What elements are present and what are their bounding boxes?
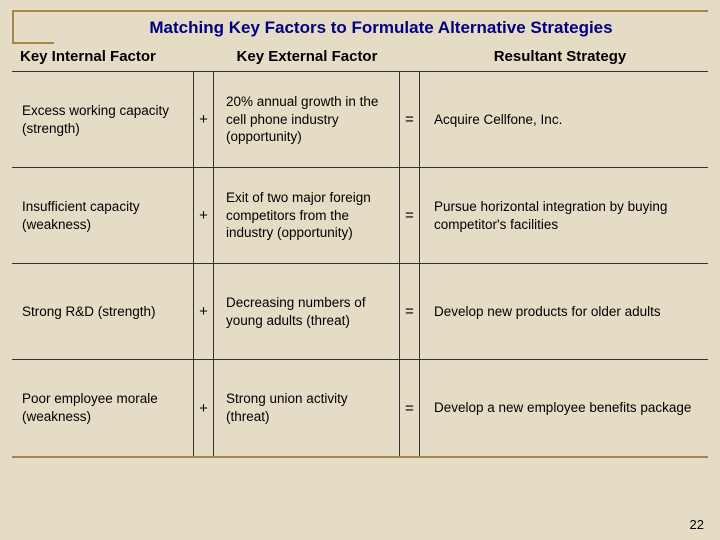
cell-strategy: Develop new products for older adults xyxy=(420,264,708,359)
plus-operator: + xyxy=(194,168,214,263)
equals-operator: = xyxy=(400,168,420,263)
slide-frame: Matching Key Factors to Formulate Altern… xyxy=(12,10,708,510)
page-number: 22 xyxy=(690,517,704,532)
table-row: Strong R&D (strength) + Decreasing numbe… xyxy=(12,264,708,360)
cell-internal: Strong R&D (strength) xyxy=(12,264,194,359)
header-strategy: Resultant Strategy xyxy=(420,48,708,65)
header-row: Key Internal Factor Key External Factor … xyxy=(12,44,708,71)
cell-internal: Poor employee morale (weakness) xyxy=(12,360,194,456)
header-external: Key External Factor xyxy=(194,48,420,65)
plus-operator: + xyxy=(194,264,214,359)
plus-operator: + xyxy=(194,360,214,456)
table-row: Poor employee morale (weakness) + Strong… xyxy=(12,360,708,456)
table-row: Insufficient capacity (weakness) + Exit … xyxy=(12,168,708,264)
bottom-rule xyxy=(12,456,708,458)
slide-title: Matching Key Factors to Formulate Altern… xyxy=(54,13,708,44)
table-row: Excess working capacity (strength) + 20%… xyxy=(12,72,708,168)
cell-internal: Insufficient capacity (weakness) xyxy=(12,168,194,263)
cell-external: Strong union activity (threat) xyxy=(214,360,400,456)
cell-external: 20% annual growth in the cell phone indu… xyxy=(214,72,400,167)
cell-strategy: Develop a new employee benefits package xyxy=(420,360,708,456)
equals-operator: = xyxy=(400,360,420,456)
cell-external: Decreasing numbers of young adults (thre… xyxy=(214,264,400,359)
plus-operator: + xyxy=(194,72,214,167)
cell-strategy: Pursue horizontal integration by buying … xyxy=(420,168,708,263)
cell-internal: Excess working capacity (strength) xyxy=(12,72,194,167)
title-row: Matching Key Factors to Formulate Altern… xyxy=(12,12,708,44)
header-internal: Key Internal Factor xyxy=(12,48,194,65)
equals-operator: = xyxy=(400,264,420,359)
equals-operator: = xyxy=(400,72,420,167)
cell-external: Exit of two major foreign competitors fr… xyxy=(214,168,400,263)
cell-strategy: Acquire Cellfone, Inc. xyxy=(420,72,708,167)
corner-tab xyxy=(12,12,54,44)
strategy-table: Excess working capacity (strength) + 20%… xyxy=(12,71,708,456)
